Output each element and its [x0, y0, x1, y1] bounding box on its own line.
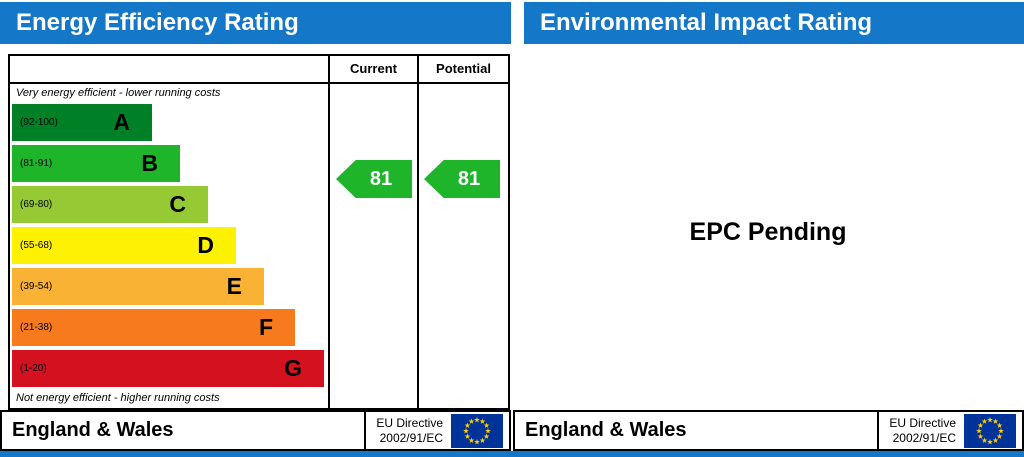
- potential-rating-arrow: 81: [424, 160, 500, 198]
- band-e-letter: E: [226, 273, 242, 299]
- eu-flag-icon: [964, 413, 1016, 448]
- band-g-letter: G: [284, 355, 302, 381]
- band-b-letter: B: [141, 150, 158, 176]
- region-label: England & Wales: [525, 419, 687, 441]
- band-b-range: (81-91): [20, 158, 53, 169]
- band-f-letter: F: [258, 314, 273, 340]
- eu-directive-line1: EU Directive: [376, 416, 443, 431]
- epc-pending-text: EPC Pending: [689, 217, 847, 246]
- band-d: (55-68) D: [12, 227, 236, 264]
- eu-directive-label: EU Directive 2002/91/EC: [879, 416, 964, 445]
- footer-divider: [877, 412, 880, 449]
- band-f-range: (21-38): [20, 322, 53, 333]
- footer-divider: [364, 412, 367, 449]
- eu-directive-line2: 2002/91/EC: [892, 430, 956, 445]
- footer-left: England & Wales EU Directive 2002/91/EC: [0, 410, 511, 451]
- band-e: (39-54) E: [12, 268, 264, 305]
- footer-right: England & Wales EU Directive 2002/91/EC: [513, 410, 1024, 451]
- column-header-divider: [10, 82, 508, 84]
- band-a-range: (92-100): [20, 117, 58, 128]
- band-d-letter: D: [197, 232, 214, 258]
- eu-directive-line2: 2002/91/EC: [379, 430, 443, 445]
- band-g-range: (1-20): [20, 363, 47, 374]
- eu-directive-label: EU Directive 2002/91/EC: [366, 416, 451, 445]
- band-e-range: (39-54): [20, 281, 53, 292]
- band-c-range: (69-80): [20, 199, 53, 210]
- region-label: England & Wales: [12, 419, 174, 441]
- bottom-accent-strip: [0, 451, 1024, 457]
- eu-flag-icon: [451, 413, 503, 448]
- column-divider-potential: [417, 56, 419, 408]
- column-header-potential: Potential: [436, 61, 491, 76]
- column-divider-current: [328, 56, 330, 408]
- eu-directive-line1: EU Directive: [889, 416, 956, 431]
- current-rating-value: 81: [369, 167, 393, 190]
- band-c: (69-80) C: [12, 186, 208, 223]
- environmental-rating-panel: EPC Pending: [512, 54, 1024, 410]
- band-d-range: (55-68): [20, 240, 53, 251]
- energy-rating-chart: Current Potential Very energy efficient …: [8, 54, 510, 410]
- efficiency-note-bottom: Not energy efficient - higher running co…: [16, 392, 220, 404]
- band-b: (81-91) B: [12, 145, 180, 182]
- potential-rating-value: 81: [457, 167, 481, 190]
- band-g: (1-20) G: [12, 350, 324, 387]
- band-a-letter: A: [113, 109, 130, 135]
- current-rating-arrow: 81: [336, 160, 412, 198]
- efficiency-note-top: Very energy efficient - lower running co…: [16, 87, 221, 99]
- environmental-rating-title: Environmental Impact Rating: [524, 2, 1024, 44]
- column-header-current: Current: [350, 61, 397, 76]
- band-c-letter: C: [169, 191, 186, 217]
- band-f: (21-38) F: [12, 309, 295, 346]
- band-a: (92-100) A: [12, 104, 152, 141]
- energy-rating-title: Energy Efficiency Rating: [0, 2, 511, 44]
